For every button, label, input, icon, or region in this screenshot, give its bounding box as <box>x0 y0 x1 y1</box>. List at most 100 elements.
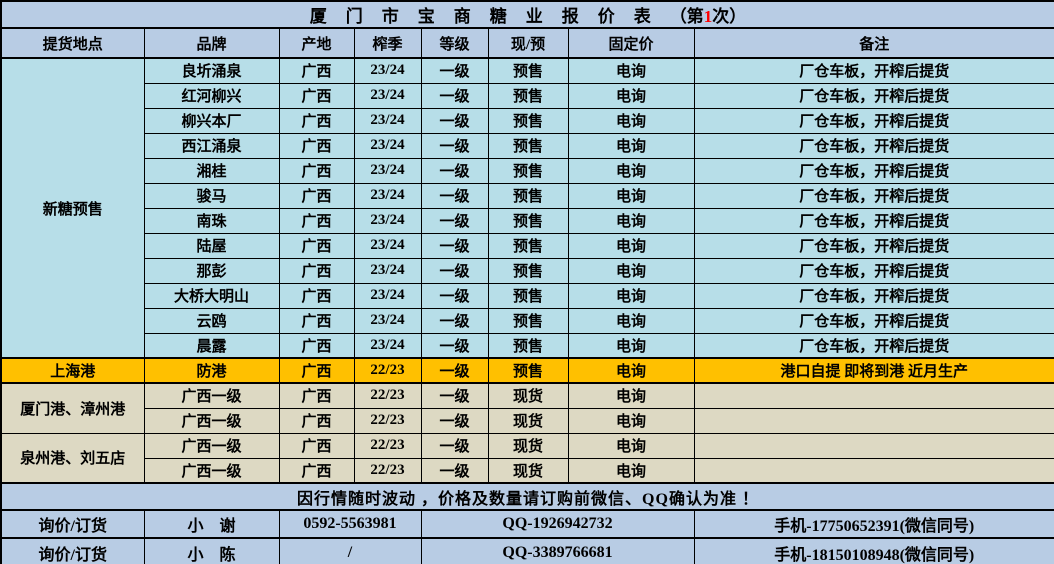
contact-mobile: 手机-18150108948(微信同号) <box>693 537 1054 564</box>
title-bracket-open: （第 <box>669 7 704 26</box>
page-title: 厦门市宝商糖业报价表（第1次） <box>0 0 1054 29</box>
cell-origin: 广西 <box>278 57 355 84</box>
cell-remark: 厂仓车板，开榨后提货 <box>693 307 1054 334</box>
cell-grade: 一级 <box>420 332 489 359</box>
cell-grade: 一级 <box>420 357 489 384</box>
cell-season: 23/24 <box>353 232 422 259</box>
cell-sale: 预售 <box>487 357 569 384</box>
header-season: 榨季 <box>353 27 422 59</box>
cell-grade: 一级 <box>420 382 489 409</box>
cell-sale: 预售 <box>487 332 569 359</box>
contact-mobile: 手机-17750652391(微信同号) <box>693 509 1054 539</box>
cell-sale: 现货 <box>487 407 569 434</box>
cell-brand: 那彭 <box>143 257 280 284</box>
cell-brand: 防港 <box>143 357 280 384</box>
contact-phone: 0592-5563981 <box>278 509 422 539</box>
cell-brand: 骏马 <box>143 182 280 209</box>
cell-price: 电询 <box>567 382 695 409</box>
cell-sale: 预售 <box>487 182 569 209</box>
cell-remark: 港口自提 即将到港 近月生产 <box>693 357 1054 384</box>
cell-season: 23/24 <box>353 82 422 109</box>
cell-season: 22/23 <box>353 457 422 484</box>
cell-season: 23/24 <box>353 282 422 309</box>
cell-price: 电询 <box>567 82 695 109</box>
cell-price: 电询 <box>567 457 695 484</box>
header-row: 提货地点 品牌 产地 榨季 等级 现/预 固定价 备注 <box>0 27 1054 59</box>
table-row-shanghai: 上海港 防港 广西 22/23 一级 预售 电询 港口自提 即将到港 近月生产 <box>0 357 1054 384</box>
title-row: 厦门市宝商糖业报价表（第1次） <box>0 0 1054 29</box>
cell-price: 电询 <box>567 257 695 284</box>
cell-origin: 广西 <box>278 407 355 434</box>
cell-season: 23/24 <box>353 207 422 234</box>
cell-grade: 一级 <box>420 432 489 459</box>
contact-type: 询价/订货 <box>0 537 145 564</box>
table-row: 大桥大明山 广西 23/24 一级 预售 电询 厂仓车板，开榨后提货 <box>1 282 1054 309</box>
cell-sale: 现货 <box>487 432 569 459</box>
table-row: 广西一级 广西 22/23 一级 现货 电询 <box>1 407 1054 434</box>
cell-price: 电询 <box>567 307 695 334</box>
cell-origin: 广西 <box>278 332 355 359</box>
table-row: 那彭 广西 23/24 一级 预售 电询 厂仓车板，开榨后提货 <box>1 257 1054 284</box>
cell-price: 电询 <box>567 57 695 84</box>
cell-sale: 现货 <box>487 382 569 409</box>
header-fixed-price: 固定价 <box>567 27 695 59</box>
title-issue-number: 1 <box>703 7 713 26</box>
cell-remark: 厂仓车板，开榨后提货 <box>693 257 1054 284</box>
cell-grade: 一级 <box>420 207 489 234</box>
table-row: 晨露 广西 23/24 一级 预售 电询 厂仓车板，开榨后提货 <box>1 332 1054 359</box>
group-label-quanzhou-liuwudian: 泉州港、刘五店 <box>0 432 145 484</box>
cell-season: 22/23 <box>353 432 422 459</box>
cell-origin: 广西 <box>278 282 355 309</box>
cell-season: 23/24 <box>353 307 422 334</box>
cell-price: 电询 <box>567 332 695 359</box>
contact-row: 询价/订货 小 陈 / QQ-3389766681 手机-18150108948… <box>0 537 1054 564</box>
cell-origin: 广西 <box>278 382 355 409</box>
cell-brand: 西江涌泉 <box>143 132 280 159</box>
contact-qq: QQ-3389766681 <box>420 537 695 564</box>
contact-name: 小 陈 <box>143 537 280 564</box>
cell-season: 22/23 <box>353 357 422 384</box>
cell-sale: 预售 <box>487 257 569 284</box>
table-row: 柳兴本厂 广西 23/24 一级 预售 电询 厂仓车板，开榨后提货 <box>1 107 1054 134</box>
cell-grade: 一级 <box>420 457 489 484</box>
table-row: 云鸥 广西 23/24 一级 预售 电询 厂仓车板，开榨后提货 <box>1 307 1054 334</box>
cell-season: 23/24 <box>353 57 422 84</box>
cell-brand: 南珠 <box>143 207 280 234</box>
cell-grade: 一级 <box>420 182 489 209</box>
header-grade: 等级 <box>420 27 489 59</box>
cell-sale: 预售 <box>487 307 569 334</box>
cell-price: 电询 <box>567 282 695 309</box>
cell-season: 23/24 <box>353 332 422 359</box>
cell-brand: 大桥大明山 <box>143 282 280 309</box>
title-main-text: 厦门市宝商糖业报价表 <box>309 7 670 26</box>
cell-remark: 厂仓车板，开榨后提货 <box>693 57 1054 84</box>
header-sale-type: 现/预 <box>487 27 569 59</box>
cell-price: 电询 <box>567 357 695 384</box>
contact-type: 询价/订货 <box>0 509 145 539</box>
cell-price: 电询 <box>567 107 695 134</box>
table-row: 新糖预售 良圻涌泉 广西 23/24 一级 预售 电询 厂仓车板，开榨后提货 <box>0 57 1054 359</box>
cell-brand: 晨露 <box>143 332 280 359</box>
cell-season: 22/23 <box>353 382 422 409</box>
table-row: 南珠 广西 23/24 一级 预售 电询 厂仓车板，开榨后提货 <box>1 207 1054 234</box>
cell-sale: 预售 <box>487 57 569 84</box>
notice-row: 因行情随时波动 ，价格及数量请订购前微信、QQ确认为准 ！ <box>0 482 1054 511</box>
table-row: 西江涌泉 广西 23/24 一级 预售 电询 厂仓车板，开榨后提货 <box>1 132 1054 159</box>
table-row: 陆屋 广西 23/24 一级 预售 电询 厂仓车板，开榨后提货 <box>1 232 1054 259</box>
cell-brand: 广西一级 <box>143 382 280 409</box>
cell-brand: 陆屋 <box>143 232 280 259</box>
header-origin: 产地 <box>278 27 355 59</box>
cell-price: 电询 <box>567 407 695 434</box>
cell-brand: 云鸥 <box>143 307 280 334</box>
cell-remark: 厂仓车板，开榨后提货 <box>693 157 1054 184</box>
contact-row: 询价/订货 小 谢 0592-5563981 QQ-1926942732 手机-… <box>0 509 1054 539</box>
cell-price: 电询 <box>567 232 695 259</box>
cell-remark: 厂仓车板，开榨后提货 <box>693 332 1054 359</box>
cell-origin: 广西 <box>278 307 355 334</box>
contact-name: 小 谢 <box>143 509 280 539</box>
cell-origin: 广西 <box>278 232 355 259</box>
title-bracket-close: 次） <box>712 7 747 26</box>
cell-price: 电询 <box>567 207 695 234</box>
cell-origin: 广西 <box>278 257 355 284</box>
